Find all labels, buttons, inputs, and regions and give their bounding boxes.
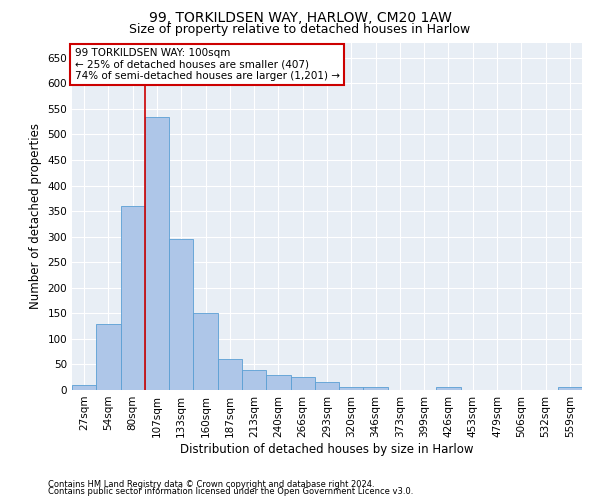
Bar bbox=[242, 370, 266, 390]
Bar bbox=[290, 377, 315, 390]
X-axis label: Distribution of detached houses by size in Harlow: Distribution of detached houses by size … bbox=[180, 442, 474, 456]
Y-axis label: Number of detached properties: Number of detached properties bbox=[29, 123, 42, 309]
Bar bbox=[339, 388, 364, 390]
Text: Size of property relative to detached houses in Harlow: Size of property relative to detached ho… bbox=[130, 22, 470, 36]
Bar bbox=[169, 239, 193, 390]
Bar bbox=[96, 324, 121, 390]
Bar bbox=[218, 360, 242, 390]
Text: 99 TORKILDSEN WAY: 100sqm
← 25% of detached houses are smaller (407)
74% of semi: 99 TORKILDSEN WAY: 100sqm ← 25% of detac… bbox=[74, 48, 340, 81]
Bar bbox=[315, 382, 339, 390]
Bar bbox=[145, 116, 169, 390]
Bar bbox=[436, 388, 461, 390]
Bar bbox=[193, 314, 218, 390]
Text: 99, TORKILDSEN WAY, HARLOW, CM20 1AW: 99, TORKILDSEN WAY, HARLOW, CM20 1AW bbox=[149, 11, 451, 25]
Bar bbox=[266, 374, 290, 390]
Bar bbox=[121, 206, 145, 390]
Text: Contains public sector information licensed under the Open Government Licence v3: Contains public sector information licen… bbox=[48, 487, 413, 496]
Bar bbox=[364, 388, 388, 390]
Bar bbox=[558, 388, 582, 390]
Text: Contains HM Land Registry data © Crown copyright and database right 2024.: Contains HM Land Registry data © Crown c… bbox=[48, 480, 374, 489]
Bar bbox=[72, 385, 96, 390]
